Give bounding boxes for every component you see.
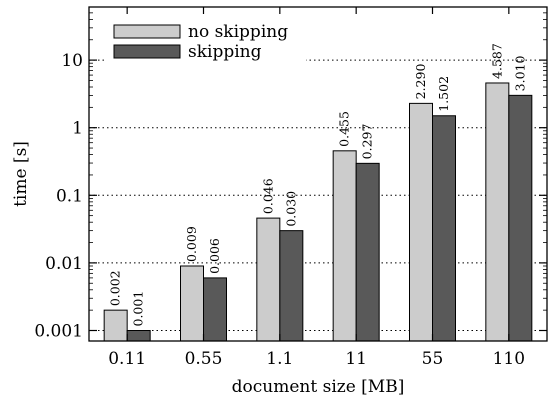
x-axis-label: document size [MB] [232, 377, 405, 397]
legend-label-skipping: skipping [188, 42, 262, 62]
y-tick-label: 0.001 [34, 322, 83, 342]
data-labels: 0.002 0.001 0.009 0.006 0.046 0.030 0.455 0.297… [108, 43, 528, 326]
data-label: 0.001 [131, 291, 146, 327]
x-tick-label: 110 [493, 349, 525, 369]
bar [279, 230, 304, 342]
x-tick-label: 0.11 [108, 349, 146, 369]
y-tick-label: 1 [72, 119, 83, 139]
y-tick-label: 0.01 [45, 254, 83, 274]
x-tick-label: 1.1 [266, 349, 293, 369]
bar [355, 162, 380, 342]
bar [203, 277, 227, 342]
legend-label-no-skipping: no skipping [188, 22, 288, 42]
legend-swatch-no-skipping [113, 24, 181, 39]
data-label: 0.455 [337, 111, 352, 147]
legend-swatch-skipping [113, 44, 181, 59]
data-label: 0.006 [207, 238, 222, 274]
gridlines [89, 59, 547, 331]
data-label: 0.009 [184, 226, 199, 262]
bar [126, 330, 151, 342]
data-label: 0.297 [360, 124, 375, 160]
data-label: 2.290 [413, 64, 428, 100]
bar [409, 102, 433, 342]
bar [485, 82, 510, 342]
data-label: 0.002 [108, 270, 123, 306]
bar [508, 94, 533, 342]
x-tick-label: 11 [345, 349, 367, 369]
data-label: 0.046 [260, 178, 275, 214]
legend: no skipping skipping [106, 14, 306, 66]
data-label: 3.010 [512, 56, 527, 92]
bar [103, 309, 128, 342]
bar [432, 115, 456, 342]
bars [103, 82, 533, 342]
data-label: 0.030 [283, 191, 298, 227]
plot-frame [88, 6, 548, 342]
y-tick-label: 10 [61, 51, 83, 71]
bar [180, 265, 204, 342]
data-label: 1.502 [436, 76, 451, 112]
data-label: 4.587 [489, 43, 504, 79]
y-axis-label: time [s] [11, 141, 31, 207]
x-tick-label: 0.55 [185, 349, 223, 369]
bar [332, 150, 357, 342]
bar [256, 217, 281, 342]
y-tick-label: 0.1 [56, 186, 83, 206]
x-tick-label: 55 [422, 349, 444, 369]
